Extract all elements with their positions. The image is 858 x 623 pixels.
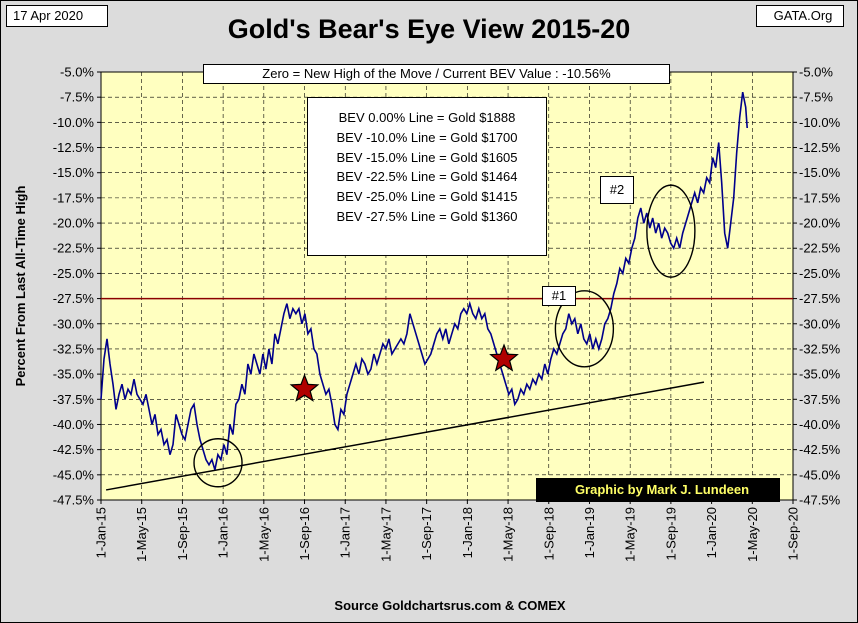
x-tick-label-3: 1-Jan-16 (216, 507, 231, 558)
y-tick-label-left-7: -22.5% (53, 241, 95, 256)
y-tick-label-left-5: -17.5% (53, 190, 95, 205)
y-tick-label-right-16: -45.0% (799, 467, 841, 482)
y-tick-label-right-10: -30.0% (799, 316, 841, 331)
y-tick-label-right-4: -15.0% (799, 165, 841, 180)
bev-line-4: BEV -25.0% Line = Gold $1415 (336, 189, 518, 205)
y-tick-label-right-11: -32.5% (799, 341, 841, 356)
source-footer: Source Goldchartsrus.com & COMEX (334, 598, 566, 613)
y-tick-label-right-3: -12.5% (799, 140, 841, 155)
bev-line-1: BEV -10.0% Line = Gold $1700 (336, 129, 518, 145)
x-tick-label-2: 1-Sep-15 (175, 507, 190, 560)
current-bev-header-box: Zero = New High of the Move / Current BE… (203, 64, 670, 84)
circle-marker-1 (554, 290, 615, 368)
y-tick-label-left-16: -45.0% (53, 467, 95, 482)
y-tick-label-left-17: -47.5% (53, 493, 95, 508)
y-tick-label-left-13: -37.5% (53, 392, 95, 407)
y-axis-right: -5.0% -7.5% -10.0% -12.5% -15.0% -17.5% -20.0%… (793, 65, 841, 508)
y-tick-label-left-14: -40.0% (53, 417, 95, 432)
y-tick-label-left-3: -12.5% (53, 140, 95, 155)
x-tick-label-6: 1-Jan-17 (338, 507, 353, 558)
y-tick-label-left-15: -42.5% (53, 442, 95, 457)
bev-line-5: BEV -27.5% Line = Gold $1360 (336, 208, 518, 224)
gold-bev-series-line (100, 91, 748, 471)
y-axis-left: -5.0% -7.5% -10.0% -12.5% -15.0% -17.5% -20.0%… (53, 65, 101, 508)
y-tick-label-left-0: -5.0% (60, 65, 94, 80)
y-axis-label: Percent From Last All-Time High (13, 186, 28, 387)
y-tick-label-right-14: -40.0% (799, 417, 841, 432)
circle-marker-2 (646, 184, 696, 278)
x-tick-label-4: 1-May-16 (256, 507, 271, 562)
x-tick-label-17: 1-Sep-20 (786, 507, 801, 560)
bev-lines-box: BEV 0.00% Line = Gold $1888 BEV -10.0% L… (307, 97, 547, 256)
x-tick-label-10: 1-May-18 (501, 507, 516, 562)
y-tick-label-right-8: -25.0% (799, 266, 841, 281)
y-tick-label-right-12: -35.0% (799, 367, 841, 382)
x-tick-label-7: 1-May-17 (378, 507, 393, 562)
star-markers (289, 343, 519, 402)
credit-box: Graphic by Mark J. Lundeen (536, 478, 780, 502)
y-tick-label-right-13: -37.5% (799, 392, 841, 407)
trend-line (105, 381, 705, 491)
x-tick-label-9: 1-Jan-18 (460, 507, 475, 558)
x-axis: 1-Jan-15 1-May-15 1-Sep-15 1-Jan-16 1-May-16… (94, 500, 801, 562)
y-tick-label-left-9: -27.5% (53, 291, 95, 306)
label-1-box: #1 (542, 286, 576, 306)
y-tick-label-right-6: -20.0% (799, 216, 841, 231)
y-tick-label-left-2: -10.0% (53, 115, 95, 130)
y-tick-label-left-4: -15.0% (53, 165, 95, 180)
x-tick-label-5: 1-Sep-16 (297, 507, 312, 560)
x-tick-label-14: 1-Sep-19 (663, 507, 678, 560)
label-2-box: #2 (600, 176, 634, 204)
x-tick-label-1: 1-May-15 (134, 507, 149, 562)
chart-title: Gold's Bear's Eye View 2015-20 (227, 14, 631, 44)
x-tick-label-8: 1-Sep-17 (419, 507, 434, 560)
x-tick-label-15: 1-Jan-20 (704, 507, 719, 558)
star-marker-0 (289, 373, 320, 402)
site-label: GATA.Org (756, 5, 844, 27)
y-tick-label-left-10: -30.0% (53, 316, 95, 331)
y-tick-label-left-11: -32.5% (53, 341, 95, 356)
y-tick-label-right-1: -7.5% (799, 90, 833, 105)
y-tick-label-right-17: -47.5% (799, 493, 841, 508)
y-tick-label-left-12: -35.0% (53, 367, 95, 382)
y-tick-label-right-9: -27.5% (799, 291, 841, 306)
x-tick-label-13: 1-May-19 (623, 507, 638, 562)
y-tick-label-right-15: -42.5% (799, 442, 841, 457)
bev-line-0: BEV 0.00% Line = Gold $1888 (338, 110, 516, 125)
circle-markers (193, 184, 696, 488)
y-tick-label-right-0: -5.0% (799, 65, 833, 80)
y-tick-label-left-8: -25.0% (53, 266, 95, 281)
y-tick-label-left-6: -20.0% (53, 216, 95, 231)
star-marker-1 (489, 343, 519, 372)
x-tick-label-0: 1-Jan-15 (94, 507, 109, 558)
circle-marker-0 (193, 438, 243, 488)
bev-line-3: BEV -22.5% Line = Gold $1464 (336, 169, 518, 185)
y-tick-label-right-5: -17.5% (799, 190, 841, 205)
bev-line-2: BEV -15.0% Line = Gold $1605 (336, 149, 518, 165)
x-tick-label-16: 1-May-20 (745, 507, 760, 562)
x-tick-label-11: 1-Sep-18 (541, 507, 556, 560)
y-tick-label-right-7: -22.5% (799, 241, 841, 256)
y-tick-label-left-1: -7.5% (60, 90, 94, 105)
x-tick-label-12: 1-Jan-19 (582, 507, 597, 558)
date-label: 17 Apr 2020 (6, 5, 108, 27)
y-tick-label-right-2: -10.0% (799, 115, 841, 130)
